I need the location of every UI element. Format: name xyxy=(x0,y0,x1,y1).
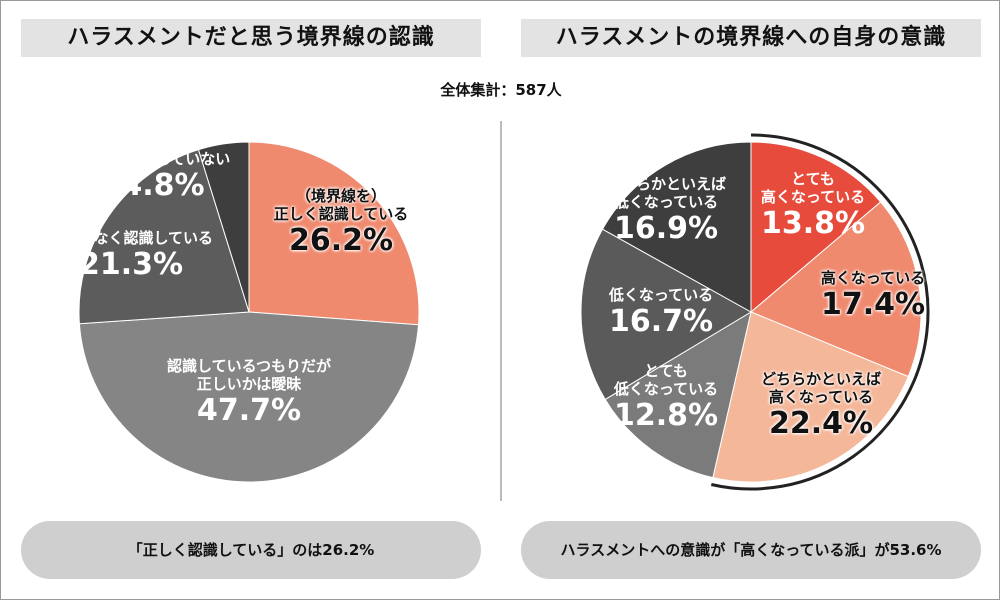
slice-category: なんとなく認識している xyxy=(48,229,214,247)
pie-slice xyxy=(78,149,250,325)
slice-label: 低くなっている 16.7% xyxy=(609,286,713,340)
subtitle: 全体集計：587人 xyxy=(440,81,562,99)
pie-slice xyxy=(197,141,250,313)
slice-label: どちらかといえば 低くなっている 16.9% xyxy=(606,175,726,247)
pie-slice xyxy=(750,201,922,378)
slice-value: 16.7% xyxy=(608,304,714,339)
summary: ハラスメントへの意識が「高くなっている派」が53.6% xyxy=(521,521,981,579)
slice-value: 21.3% xyxy=(78,247,184,282)
slice-category: 低くなっている xyxy=(608,286,714,304)
slice-label: どちらかといえば 高くなっている 22.4% xyxy=(761,370,881,442)
slice-label: （境界線を） 正しく認識している 26.2% xyxy=(274,187,409,259)
pie-slice xyxy=(248,141,420,326)
slice-category: どちらかといえば 高くなっている xyxy=(760,370,882,406)
chart-title: ハラスメントだと思う境界線の認識 xyxy=(21,19,481,57)
slice-label: なんとなく認識している 21.3% xyxy=(49,229,213,283)
slice-label: 認識しているつもりだが 正しいかは曖昧 47.7% xyxy=(167,357,331,429)
slice-category: どちらかといえば 低くなっている xyxy=(605,175,727,211)
summary: 「正しく認識している」のは26.2% xyxy=(21,521,481,579)
slice-category: とても 低くなっている xyxy=(613,362,719,398)
slice-value: 12.8% xyxy=(613,398,719,433)
slice-category: とても 高くなっている xyxy=(760,170,866,206)
slice-value: 26.2% xyxy=(288,223,394,258)
slice-label: とても 高くなっている 13.8% xyxy=(761,170,865,242)
slice-label: 高くなっている 17.4% xyxy=(821,269,925,323)
slice-value: 13.8% xyxy=(760,206,866,241)
slice-value: 16.9% xyxy=(613,211,719,246)
slice-category: （境界線を） 正しく認識している xyxy=(273,187,409,223)
pie-slice xyxy=(604,310,752,479)
slice-value: 47.7% xyxy=(196,393,302,428)
slice-value: 17.4% xyxy=(820,287,926,322)
slice-category: 全く認識していない xyxy=(95,150,231,168)
pie-slice xyxy=(750,141,882,314)
slice-category: 認識しているつもりだが 正しいかは曖昧 xyxy=(167,357,331,393)
group-arc xyxy=(710,133,930,491)
slice-value: 4.8% xyxy=(121,168,205,203)
slice-label: 全く認識していない 4.8% xyxy=(96,150,231,204)
pie-slice xyxy=(712,311,909,483)
pie-slice xyxy=(601,141,752,313)
slice-category: 高くなっている xyxy=(820,269,926,287)
pie-slice xyxy=(78,311,420,483)
slice-value: 22.4% xyxy=(768,406,874,441)
slice-label: とても 低くなっている 12.8% xyxy=(614,362,718,434)
pie-slice xyxy=(580,228,752,401)
chart-title: ハラスメントの境界線への自身の意識 xyxy=(521,19,981,57)
